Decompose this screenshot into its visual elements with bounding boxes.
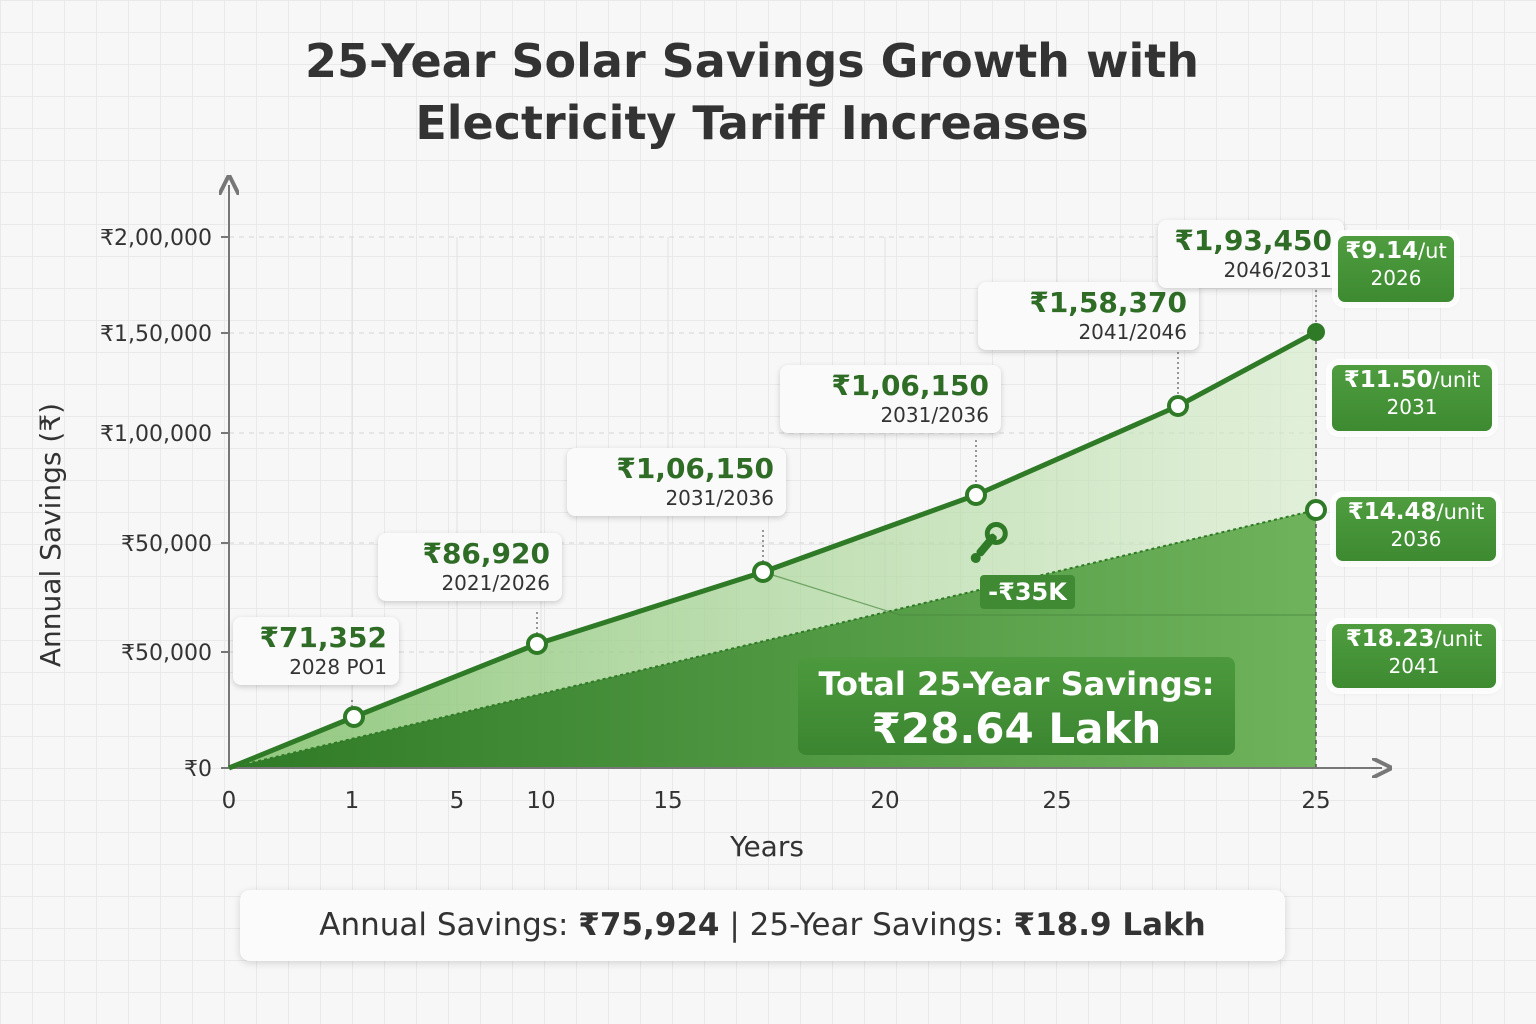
data-point (965, 484, 987, 506)
delta-badge: -₹35K (980, 575, 1075, 609)
callout-years: 2046/2031 (1223, 258, 1332, 282)
total-savings-label: Total 25-Year Savings: (818, 665, 1215, 703)
x-tick-label: 10 (526, 788, 555, 814)
value-callout: ₹71,352 2028 PO1 (233, 617, 399, 685)
x-tick-label: 0 (222, 788, 237, 814)
x-tick-label: 25 (1042, 788, 1071, 814)
tariff-unit: /unit (1436, 500, 1485, 524)
total-savings-value: ₹28.64 Lakh (871, 704, 1162, 753)
tariff-rate: ₹11.50/unit (1343, 367, 1481, 393)
x-tick-label: 25 (1301, 788, 1330, 814)
data-point-baseline-end (1305, 499, 1327, 521)
x-tick-label: 20 (870, 788, 899, 814)
tariff-badge: ₹9.14/ut 2026 (1338, 236, 1454, 302)
y-tick-label: ₹0 (184, 757, 212, 782)
y-tick-label: ₹2,00,000 (100, 226, 212, 251)
callout-value: ₹1,06,150 (616, 452, 774, 485)
tariff-unit: /unit (1432, 368, 1481, 392)
annual-savings-value: ₹75,924 (578, 907, 720, 943)
callout-years: 2031/2036 (665, 486, 774, 510)
value-callout: ₹1,06,150 2031/2036 (567, 448, 786, 516)
value-callout: ₹86,920 2021/2026 (378, 533, 562, 601)
callout-years: 2031/2036 (880, 403, 989, 427)
callout-value: ₹1,58,370 (1029, 286, 1187, 319)
chart-title: 25-Year Solar Savings Growth with Electr… (0, 30, 1504, 154)
tariff-unit: /unit (1434, 627, 1483, 651)
tariff-year: 2026 (1370, 266, 1422, 290)
x-tick-label: 1 (345, 788, 360, 814)
total-savings-box: Total 25-Year Savings: ₹28.64 Lakh (798, 657, 1235, 755)
chart-title-line-2: Electricity Tariff Increases (415, 96, 1089, 150)
tariff-badge: ₹18.23/unit 2041 (1332, 624, 1496, 688)
data-point (343, 706, 365, 728)
callout-years: 2028 PO1 (289, 655, 387, 679)
value-callout: ₹1,93,450 2046/2031 (1158, 220, 1344, 288)
tariff-unit: /ut (1418, 239, 1447, 263)
x-axis-title: Years (729, 830, 804, 863)
y-tick-label: ₹1,00,000 (100, 422, 212, 447)
annual-savings-label: Annual Savings: (319, 907, 569, 943)
data-points (343, 323, 1327, 728)
tariff-badge: ₹11.50/unit 2031 (1332, 365, 1492, 431)
y-tick-label: ₹1,50,000 (100, 322, 212, 347)
reference-line (762, 571, 1316, 616)
callout-value: ₹1,93,450 (1174, 224, 1332, 257)
wrench-icon (970, 521, 1008, 563)
y-axis-title: Annual Savings (₹) (34, 403, 67, 667)
chart-title-line-1: 25-Year Solar Savings Growth with (305, 34, 1199, 88)
y-tick-label: ₹50,000 (121, 641, 212, 666)
data-point (752, 561, 774, 583)
value-callout: ₹1,58,370 2041/2046 (978, 282, 1199, 350)
tariff-year: 2041 (1388, 654, 1440, 678)
y-axis-tick-labels: ₹0 ₹50,000 ₹50,000 ₹1,00,000 ₹1,50,000 ₹2,00,… (100, 226, 212, 782)
x-axis-tick-labels: 0 1 5 10 15 20 25 25 (222, 788, 1331, 814)
tariff-year: 2036 (1390, 527, 1442, 551)
axes (221, 185, 1382, 768)
baseline-dotted-line (228, 509, 1317, 769)
tariff-rate: ₹9.14/ut (1345, 238, 1447, 264)
total-savings-summary-value: ₹18.9 Lakh (1013, 907, 1206, 943)
data-point-end (1307, 323, 1325, 341)
callout-years: 2041/2046 (1078, 320, 1187, 344)
x-tick-label: 15 (653, 788, 682, 814)
y-tick-label: ₹50,000 (121, 532, 212, 557)
tariff-year: 2031 (1386, 395, 1438, 419)
value-callout: ₹1,06,150 2031/2036 (780, 365, 1001, 433)
data-point (526, 633, 548, 655)
callout-value: ₹71,352 (259, 621, 387, 654)
summary-bar: Annual Savings: ₹75,924 | 25-Year Saving… (240, 890, 1285, 961)
callout-value: ₹1,06,150 (831, 369, 989, 402)
summary-separator: | (729, 907, 740, 943)
callout-value: ₹86,920 (422, 537, 550, 570)
tariff-badge: ₹14.48/unit 2036 (1336, 497, 1496, 561)
callout-years: 2021/2026 (441, 571, 550, 595)
tariff-rate: ₹14.48/unit (1347, 499, 1485, 525)
tariff-rate: ₹18.23/unit (1345, 626, 1483, 652)
x-tick-label: 5 (450, 788, 465, 814)
total-savings-summary-label: 25-Year Savings: (749, 907, 1004, 943)
data-point (1167, 395, 1189, 417)
